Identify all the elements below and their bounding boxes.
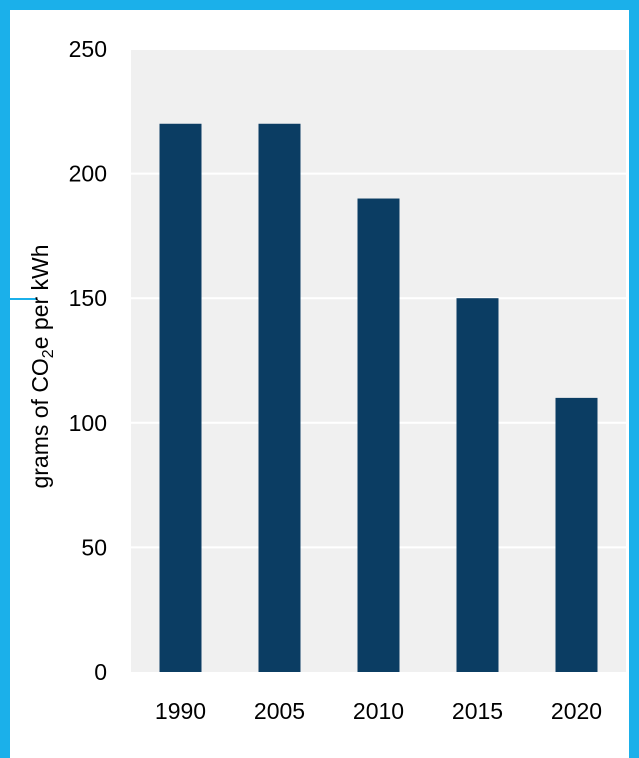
x-axis-tick-labels: 1990 2005 2010 2015 2020 <box>155 698 602 724</box>
bar-2020 <box>555 397 598 672</box>
y-tick-label: 200 <box>69 161 107 187</box>
y-axis-label-subscript: 2 <box>40 349 57 358</box>
frame-accent-line <box>10 298 36 300</box>
bar-2015 <box>456 298 499 672</box>
bar-2005 <box>258 123 301 672</box>
x-tick-label-2010: 2010 <box>353 698 404 724</box>
bar-2010 <box>357 198 400 672</box>
frame-border-top <box>0 0 639 10</box>
y-tick-label: 50 <box>81 534 107 560</box>
y-tick-label: 100 <box>69 410 107 436</box>
y-axis-label-main: grams of CO <box>27 358 53 488</box>
y-axis-label-suffix: e per kWh <box>27 244 53 349</box>
y-tick-label: 250 <box>69 36 107 62</box>
bars <box>159 123 598 672</box>
x-tick-label-1990: 1990 <box>155 698 206 724</box>
x-tick-label-2015: 2015 <box>452 698 503 724</box>
x-tick-label-2020: 2020 <box>551 698 602 724</box>
y-tick-label: 0 <box>94 659 107 685</box>
frame-border-left <box>0 0 10 758</box>
x-tick-label-2005: 2005 <box>254 698 305 724</box>
bar-1990 <box>159 123 202 672</box>
y-axis-tick-labels: 0 50 100 150 200 250 <box>69 36 107 685</box>
y-tick-label: 150 <box>69 285 107 311</box>
y-axis-label: grams of CO2e per kWh <box>27 244 57 488</box>
frame-border-right <box>629 0 639 758</box>
